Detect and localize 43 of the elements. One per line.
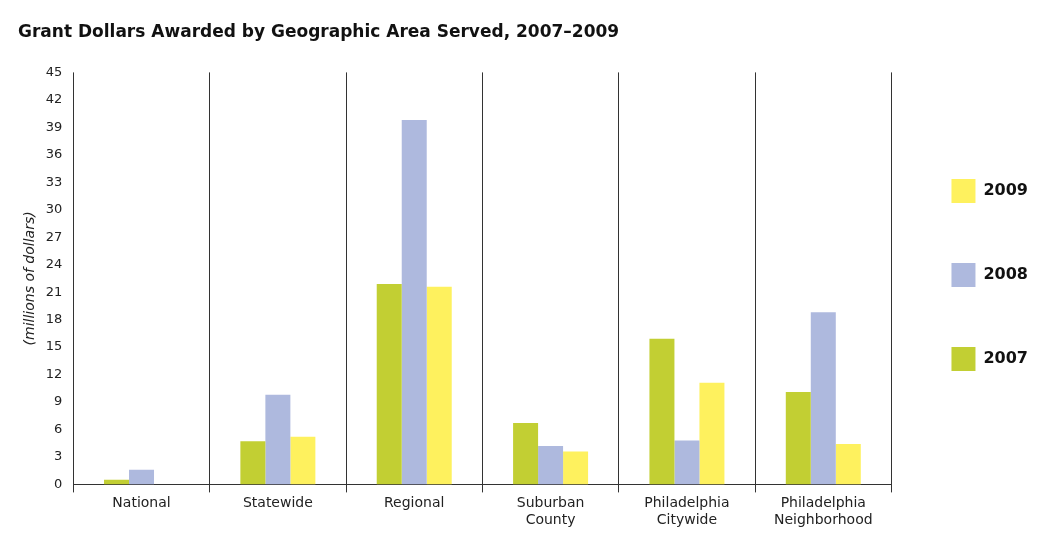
bar	[240, 441, 266, 485]
x-tick-label: National	[112, 494, 171, 511]
y-axis-title: (millions of dollars)	[21, 211, 38, 346]
y-tick-label: 24	[45, 256, 63, 272]
bar	[376, 283, 402, 485]
bar	[290, 436, 316, 485]
bar	[401, 120, 427, 485]
bar	[835, 444, 861, 485]
y-tick-label: 30	[45, 201, 63, 217]
bar	[649, 338, 675, 485]
x-tick-label: Philadelphia Neighborhood	[773, 494, 873, 528]
y-tick-label: 9	[54, 393, 63, 409]
y-tick-label: 33	[45, 173, 63, 189]
bar	[513, 423, 539, 485]
y-tick-label: 3	[54, 448, 63, 464]
y-tick-label: 12	[45, 365, 63, 381]
bar	[538, 445, 564, 485]
bar	[563, 451, 589, 485]
bar	[265, 394, 291, 485]
chart-title: Grant Dollars Awarded by Geographic Area Served, 2007–2009	[18, 20, 620, 41]
bar	[699, 382, 725, 485]
bar	[785, 391, 811, 485]
y-tick-label: 27	[45, 228, 63, 244]
legend-label: 2009	[983, 180, 1028, 200]
y-tick-label: 39	[45, 118, 63, 134]
y-tick-label: 18	[45, 310, 63, 326]
y-tick-label: 6	[54, 420, 63, 436]
legend-label: 2008	[983, 264, 1028, 284]
x-tick-label: Suburban County	[516, 494, 585, 528]
bar	[810, 312, 836, 485]
bar	[129, 469, 155, 485]
x-tick-label: Philadelphia Citywide	[644, 494, 730, 528]
y-tick-label: 36	[45, 146, 63, 162]
x-tick-label: Regional	[384, 494, 445, 511]
y-tick-label: 45	[45, 63, 63, 79]
y-tick-label: 21	[45, 283, 63, 299]
x-tick-label: Statewide	[242, 494, 313, 511]
y-tick-label: 0	[54, 475, 63, 491]
y-tick-label: 42	[45, 91, 63, 107]
legend-label: 2007	[983, 348, 1028, 368]
y-tick-label: 15	[45, 338, 63, 354]
bar	[426, 286, 452, 485]
bar	[674, 440, 700, 485]
